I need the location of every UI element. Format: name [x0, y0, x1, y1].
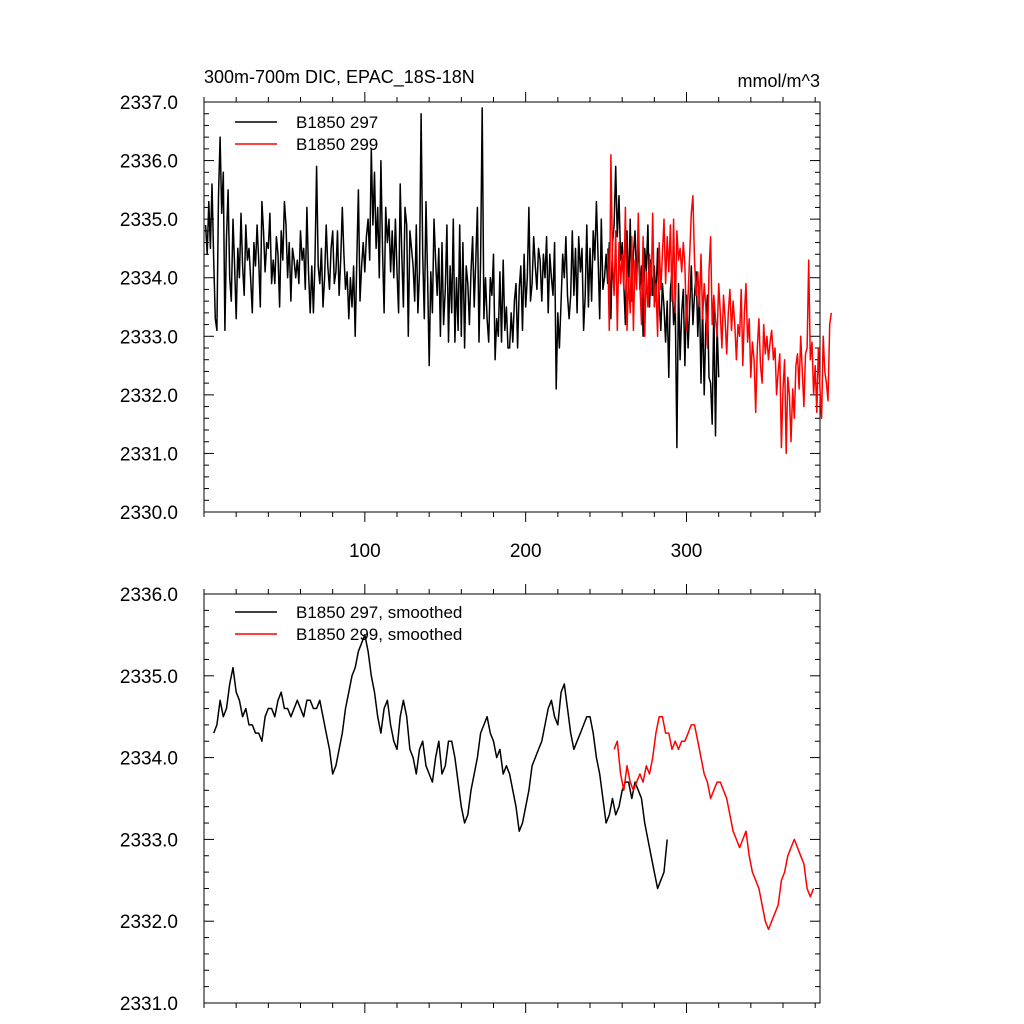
series-line-b1850-299 [606, 153, 833, 455]
tick-marks [203, 584, 820, 1013]
x-tick-label: 100 [349, 541, 381, 562]
x-tick-label: 300 [671, 541, 703, 562]
legend-label-1: B1850 299, smoothed [296, 625, 462, 644]
y-tick-label: 2332.0 [120, 912, 178, 933]
x-tick-label: 200 [510, 541, 542, 562]
y-tick-label: 2335.0 [120, 210, 178, 231]
units-label: mmol/m^3 [738, 71, 820, 91]
y-tick-label: 2333.0 [120, 327, 178, 348]
y-tick-label: 2330.0 [120, 503, 178, 524]
legend: B1850 297 B1850 299 [235, 113, 378, 154]
plot-frame [203, 593, 821, 1004]
y-tick-label: 2331.0 [120, 444, 178, 465]
y-tick-label: 2334.0 [120, 749, 178, 770]
series-line-b1850-299 [613, 715, 815, 931]
bottom-panel: 2331.0 2332.0 2333.0 2334.0 2335.0 2336.0 B18… [120, 584, 821, 1015]
top-panel: 300m-700m DIC, EPAC_18S-18N mmol/m^3 233… [120, 67, 833, 562]
y-tick-label: 2336.0 [120, 585, 178, 606]
y-tick-label: 2331.0 [120, 994, 178, 1015]
legend-label-1: B1850 299 [296, 135, 378, 154]
y-tick-label: 2333.0 [120, 830, 178, 851]
y-tick-label: 2334.0 [120, 269, 178, 290]
y-tick-label: 2332.0 [120, 386, 178, 407]
series-lines [204, 107, 833, 455]
legend: B1850 297, smoothed B1850 299, smoothed [235, 603, 462, 644]
series-line-b1850-297 [204, 107, 720, 449]
legend-label-0: B1850 297, smoothed [296, 603, 462, 622]
y-tick-label: 2335.0 [120, 667, 178, 688]
chart-title: 300m-700m DIC, EPAC_18S-18N [204, 67, 475, 88]
series-line-b1850-297 [213, 634, 668, 890]
y-tick-label: 2336.0 [120, 152, 178, 173]
legend-label-0: B1850 297 [296, 113, 378, 132]
series-lines [213, 634, 815, 931]
y-tick-label: 2337.0 [120, 93, 178, 114]
x-tick-labels: 100 200 300 [349, 541, 702, 562]
y-tick-labels: 2330.0 2331.0 2332.0 2333.0 2334.0 2335.0 2336… [120, 93, 178, 524]
plot-frame [203, 101, 821, 513]
y-tick-labels: 2331.0 2332.0 2333.0 2334.0 2335.0 2336.0 [120, 585, 178, 1015]
tick-marks [203, 92, 820, 522]
